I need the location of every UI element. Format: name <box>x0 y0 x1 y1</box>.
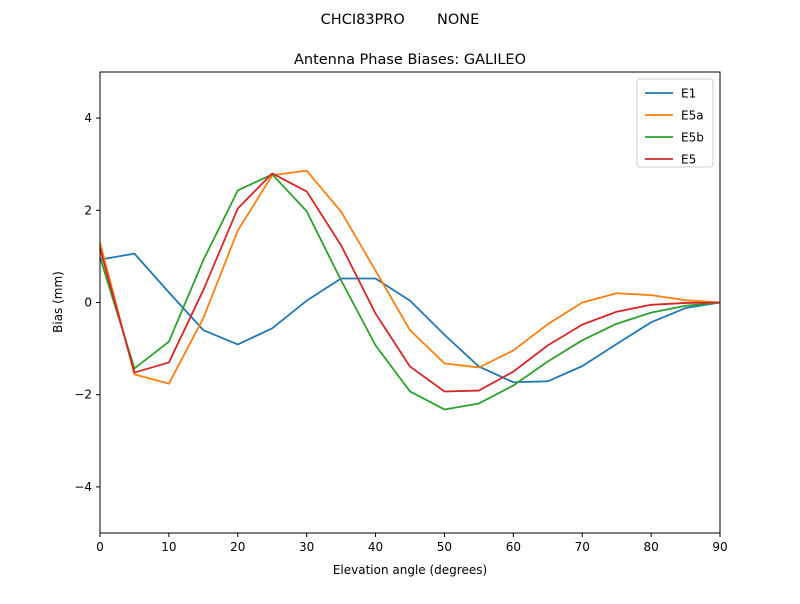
x-tick-label: 70 <box>575 540 590 554</box>
plot-area: 0 10 20 30 40 50 60 70 80 90 −4 −2 0 2 4 E1 E5a E5b E5 <box>74 71 728 554</box>
legend-label-e5b: E5b <box>681 131 704 145</box>
x-axis-label: Elevation angle (degrees) <box>333 563 487 577</box>
series-line-e5 <box>99 172 721 393</box>
y-tick-label: 2 <box>84 203 92 217</box>
series-line-e5a <box>99 169 721 385</box>
y-tick-label: 4 <box>84 111 92 125</box>
y-tick-label: −2 <box>74 388 92 402</box>
x-tick-label: 40 <box>368 540 383 554</box>
axes-frame <box>99 71 721 534</box>
x-tick-label: 20 <box>230 540 245 554</box>
chart-title: Antenna Phase Biases: GALILEO <box>294 52 526 68</box>
legend-label-e5a: E5a <box>681 109 704 123</box>
y-tick-label: 0 <box>84 296 92 310</box>
x-tick-label: 60 <box>506 540 521 554</box>
y-tick-label: −4 <box>74 480 92 494</box>
x-tick-label: 50 <box>437 540 452 554</box>
x-tick-label: 90 <box>712 540 727 554</box>
x-tick-label: 10 <box>161 540 176 554</box>
x-tick-label: 0 <box>96 540 104 554</box>
y-axis-label: Bias (mm) <box>51 271 65 333</box>
legend-label-e1: E1 <box>681 87 696 101</box>
x-tick-label: 30 <box>299 540 314 554</box>
x-tick-label: 80 <box>643 540 658 554</box>
series-line-e1 <box>99 252 721 384</box>
legend-label-e5: E5 <box>681 153 696 167</box>
legend <box>636 78 714 168</box>
series-line-e5b <box>99 173 721 411</box>
chart-suptitle: CHCI83PRO NONE <box>321 12 480 28</box>
